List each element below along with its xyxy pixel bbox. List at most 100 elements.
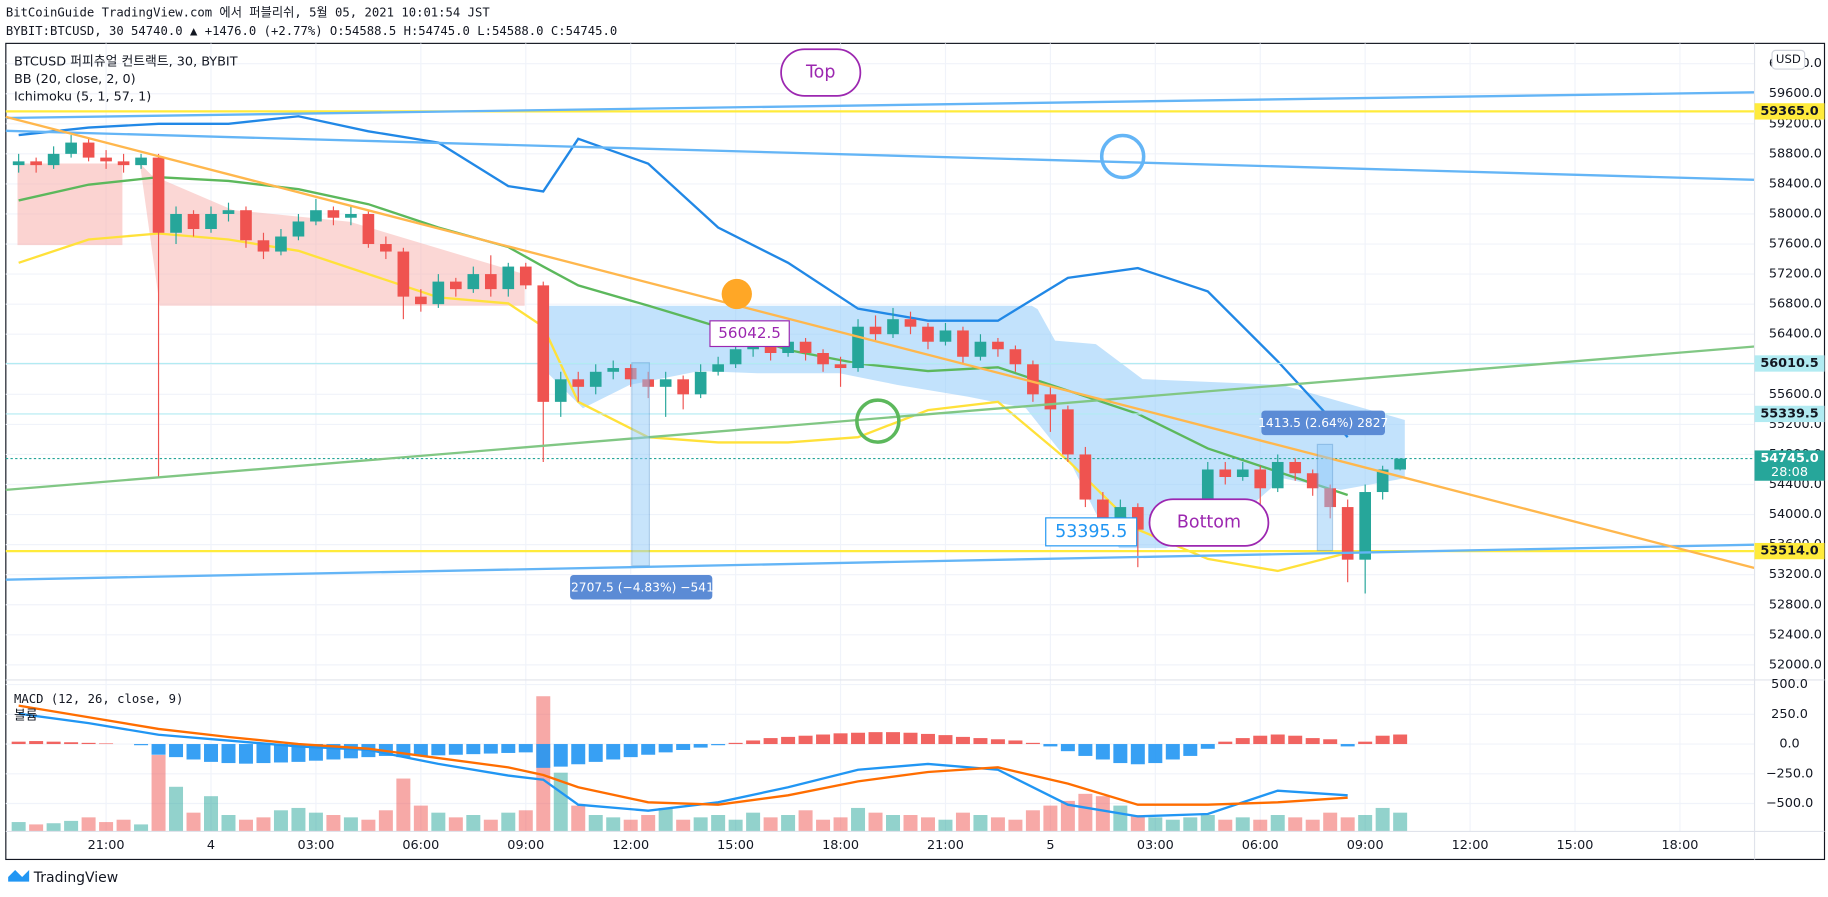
indicator-line: [18, 175, 1349, 497]
x-tick-label: 12:00: [612, 838, 649, 853]
candle-body: [222, 210, 235, 214]
candles: [12, 135, 1406, 594]
volume-bar: [588, 815, 603, 832]
candle-body: [257, 240, 270, 252]
volume-bar: [746, 812, 761, 832]
measure-box: [1316, 443, 1334, 552]
volume-bar: [151, 755, 166, 832]
macd-hist-bar: [1358, 741, 1373, 745]
candle-body: [345, 213, 357, 218]
volume-bar: [1183, 817, 1198, 832]
candle-body: [957, 330, 969, 357]
y2-tick-label: −500.0: [1766, 796, 1813, 811]
volume-bar: [81, 817, 96, 832]
macd-hist-bar: [291, 744, 306, 762]
macd-hist-bar: [1253, 735, 1268, 745]
volume-bar: [763, 817, 778, 832]
y2-tick-label: 0.0: [1779, 737, 1799, 752]
macd-hist-bar: [1218, 741, 1233, 745]
candle-body: [117, 161, 130, 166]
price-note-text: 56042.5: [718, 324, 781, 342]
volume-bar: [396, 778, 411, 832]
macd-hist-bar: [1078, 744, 1093, 756]
candle-body: [170, 213, 182, 233]
macd-hist-bar: [1183, 744, 1198, 756]
macd-hist-bar: [1043, 744, 1058, 747]
cat-icon: [721, 278, 752, 310]
indicator-line: [18, 712, 1348, 818]
trend-line: [5, 345, 1755, 492]
volume-bar: [781, 815, 796, 832]
candle-body: [992, 341, 1004, 350]
macd-hist-bar: [816, 734, 831, 745]
candle-body: [852, 326, 864, 369]
macd-hist-bar: [1095, 744, 1110, 760]
smiley-icon: [855, 398, 901, 444]
y-tick-label: 52000.0: [1769, 657, 1822, 672]
countdown: 28:08: [1771, 465, 1808, 480]
volume-bar: [238, 819, 253, 832]
y-tick-label: 56800.0: [1769, 297, 1822, 312]
volume-bar: [711, 815, 726, 832]
y-tick-label: 52800.0: [1769, 597, 1822, 612]
candle-body: [415, 296, 427, 305]
candle-body: [502, 266, 515, 290]
candle-body: [747, 345, 759, 350]
volume-bar: [116, 819, 131, 832]
candle-body: [659, 379, 672, 387]
macd-hist-bar: [238, 744, 253, 764]
volume-bar: [641, 815, 656, 832]
candle-body: [187, 213, 200, 230]
grid: [5, 43, 1755, 832]
axes: 21:00 4 03:00 06:00 09:00 12:00 15:00 18:00 21:0…: [88, 56, 1825, 853]
macd-hist-bar: [1340, 744, 1355, 747]
volume-bar: [1375, 807, 1390, 832]
candle-body: [12, 161, 25, 166]
price-note: [709, 320, 790, 348]
candle-body: [904, 319, 917, 327]
price-label: 54745.0: [1760, 451, 1818, 466]
candle-body: [694, 371, 707, 395]
price-label-box: [1754, 542, 1825, 560]
volume-bar: [448, 817, 463, 832]
candle-body: [30, 161, 42, 166]
macd-hist-bar: [1375, 735, 1390, 745]
volume-bar: [1305, 819, 1320, 832]
volume-bar: [553, 772, 568, 832]
candle-body: [1236, 469, 1249, 478]
y2-tick-label: −250.0: [1766, 766, 1813, 781]
callout-text: Bottom: [1177, 513, 1241, 533]
price-label-box: [1754, 103, 1825, 120]
x-tick-label: 5: [1046, 838, 1054, 853]
candle-body: [1289, 461, 1302, 474]
volume-bar: [1148, 817, 1163, 832]
candle-body: [1306, 473, 1319, 489]
candle-body: [1219, 469, 1232, 478]
y-tick-label: 59200.0: [1769, 116, 1822, 131]
currency: USD: [1776, 52, 1801, 66]
macd-hist-bar: [641, 744, 656, 755]
measure-label: [1261, 410, 1385, 436]
x-tick-label: 18:00: [1661, 838, 1698, 853]
candle-body: [1114, 507, 1127, 523]
candle-body: [869, 326, 882, 335]
volume-bar: [955, 812, 970, 832]
volume-bar: [868, 812, 883, 832]
macd-hist-bar: [903, 732, 918, 745]
callout-text: Top: [805, 63, 835, 83]
price-label-box: [1754, 450, 1825, 481]
macd-hist-bar: [728, 742, 743, 745]
y-tick-label: 58000.0: [1769, 206, 1822, 221]
lower-pane: [11, 696, 1408, 832]
candle-body: [1044, 394, 1057, 410]
volume-bar: [169, 786, 184, 832]
macd-hist-bar: [711, 744, 726, 746]
macd-hist-bar: [973, 738, 988, 745]
macd-hist-bar: [273, 744, 288, 763]
y-tick-label: 56400.0: [1769, 327, 1822, 342]
macd-hist-bar: [413, 744, 428, 756]
candle-body: [65, 142, 77, 154]
measure-text: −2707.5 (−4.83%) −5415: [561, 580, 722, 594]
candle-body: [589, 371, 602, 387]
